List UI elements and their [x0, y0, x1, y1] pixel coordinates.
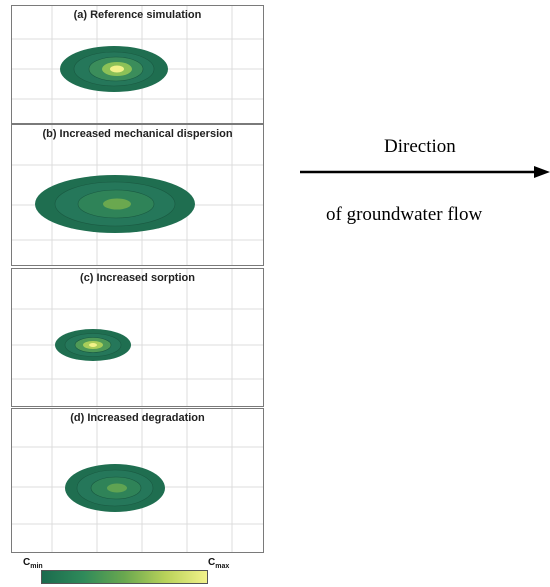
panel-title: (d) Increased degradation: [70, 412, 205, 424]
panel-title: (a) Reference simulation: [73, 9, 202, 21]
panel-increased-mechanical-dispersion: (b) Increased mechanical dispersion: [11, 124, 264, 266]
plume-core: [110, 65, 124, 73]
colorbar: [41, 570, 208, 584]
colorbar-max-label: Cmax: [208, 557, 230, 570]
plume-map-c: [12, 269, 263, 406]
panel-increased-degradation: (d) Increased degradation: [11, 408, 264, 553]
panel-title: (c) Increased sorption: [80, 272, 195, 284]
flow-description-label: of groundwater flow: [326, 204, 483, 225]
plume-map-d: [12, 409, 263, 552]
plume-map-b: [12, 125, 263, 265]
plume-core: [103, 198, 131, 210]
plume-map-a: [12, 6, 263, 123]
flow-arrow-icon: [300, 166, 550, 178]
plume-core: [89, 343, 97, 347]
colorbar-min-label: Cmin: [23, 557, 43, 570]
panel-reference-simulation: (a) Reference simulation: [11, 5, 264, 124]
panel-title: (b) Increased mechanical dispersion: [42, 128, 233, 140]
flow-direction-label: Direction: [384, 136, 456, 157]
plume-core: [107, 483, 127, 493]
panel-increased-sorption: (c) Increased sorption: [11, 268, 264, 407]
